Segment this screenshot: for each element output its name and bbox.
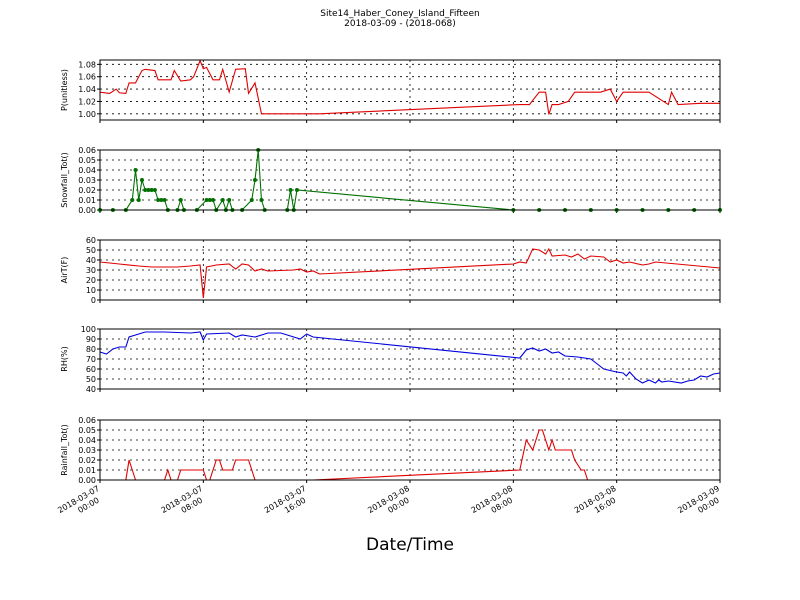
y-tick-label: 1.00 (78, 110, 96, 119)
y-tick-label: 90 (86, 335, 96, 344)
y-tick-label: 1.04 (78, 85, 96, 94)
y-tick-label: 1.06 (78, 73, 96, 82)
panel: 1.00 1.02 1.04 1.06 1.08 P(unitless) (60, 59, 721, 123)
panel: 0.000.010.020.030.040.050.06 Snowfall_Tot… (60, 146, 722, 215)
y-tick-label: 20 (86, 276, 96, 285)
data-point (149, 188, 154, 192)
data-point (133, 168, 138, 172)
data-point (139, 178, 144, 182)
y-tick-label: 0.06 (78, 146, 96, 155)
data-point (152, 188, 157, 192)
data-point (288, 188, 293, 192)
y-tick-label: 0.04 (78, 166, 96, 175)
y-axis-label: Snowfall_Tot() (60, 152, 69, 208)
data-point (207, 198, 212, 202)
y-axis-label: AirT(F) (60, 257, 69, 284)
y-tick-label: 0.02 (78, 456, 96, 465)
y-tick-label: 0.01 (78, 196, 96, 205)
y-tick-label: 60 (86, 236, 96, 245)
y-axis-label: Rainfall_Tot() (60, 424, 69, 476)
figure-subtitle: 2018-03-09 - (2018-068) (344, 19, 456, 29)
y-tick-label: 0.00 (78, 476, 96, 485)
y-tick-label: 1.02 (78, 97, 96, 106)
y-tick-label: 0 (91, 296, 96, 305)
series-line (100, 429, 720, 481)
y-tick-label: 0.01 (78, 466, 96, 475)
data-point (130, 198, 135, 202)
y-tick-label: 30 (86, 266, 96, 275)
y-tick-label: 0.04 (78, 436, 96, 445)
plot-frame (99, 419, 721, 481)
data-point (159, 198, 164, 202)
data-point (136, 198, 141, 202)
y-tick-label: 0.00 (78, 206, 96, 215)
y-tick-label: 80 (86, 345, 96, 354)
y-tick-label: 0.03 (78, 446, 96, 455)
data-point (162, 198, 167, 202)
y-axis-label: RH(%) (60, 346, 69, 371)
plot-frame (99, 149, 721, 211)
data-point (143, 188, 148, 192)
y-tick-label: 60 (86, 365, 96, 374)
y-tick-label: 70 (86, 355, 96, 364)
data-point (253, 178, 257, 182)
y-tick-label: 0.03 (78, 176, 96, 185)
y-tick-label: 40 (86, 256, 96, 265)
data-point (220, 198, 225, 202)
plot-frame (99, 328, 721, 390)
series-line (99, 247, 721, 299)
data-point (249, 198, 254, 202)
y-tick-label: 100 (81, 325, 96, 334)
y-tick-label: 0.05 (78, 426, 96, 435)
data-point (146, 188, 151, 192)
plot-frame (99, 59, 721, 121)
y-tick-label: 0.02 (78, 186, 96, 195)
x-axis-label: Date/Time (366, 535, 454, 555)
data-point (211, 198, 216, 202)
y-tick-label: 0.06 (78, 416, 96, 425)
data-point (156, 198, 161, 202)
figure-title: Site14_Haber_Coney_Island_Fifteen (320, 9, 479, 19)
y-tick-label: 10 (86, 286, 96, 295)
data-point (178, 198, 183, 202)
y-axis-label: P(unitless) (60, 69, 69, 111)
y-tick-label: 40 (86, 385, 96, 394)
y-tick-label: 50 (86, 246, 96, 255)
y-tick-label: 1.08 (78, 60, 96, 69)
data-point (294, 188, 299, 192)
series-line (99, 331, 721, 384)
y-tick-label: 50 (86, 375, 96, 384)
data-point (204, 198, 209, 202)
y-tick-label: 0.05 (78, 156, 96, 165)
data-point (227, 198, 232, 202)
plot-frame (99, 239, 721, 301)
data-point (259, 198, 264, 202)
series-line (99, 59, 720, 115)
